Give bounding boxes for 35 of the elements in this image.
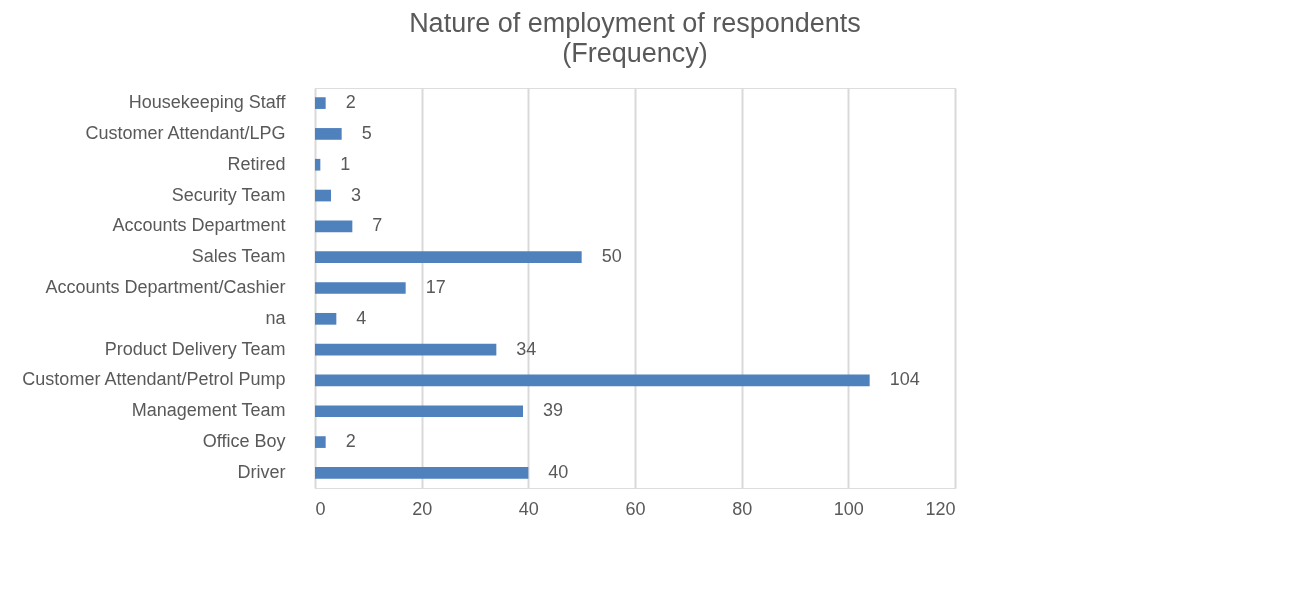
y-tick-label: Accounts Department/Cashier bbox=[45, 277, 286, 297]
y-tick-label: Customer Attendant/Petrol Pump bbox=[22, 369, 286, 390]
x-tick-label: 40 bbox=[518, 498, 539, 519]
y-tick-label: Sales Team bbox=[191, 246, 286, 267]
data-label: 39 bbox=[543, 400, 564, 421]
y-tick-label: Driver bbox=[237, 461, 286, 482]
data-label: 40 bbox=[548, 461, 569, 482]
chart-subtitle: (Frequency) bbox=[562, 38, 708, 68]
x-tick-label: 0 bbox=[315, 498, 326, 519]
y-tick-label: Product Delivery Team bbox=[104, 338, 286, 359]
data-label: 3 bbox=[351, 184, 362, 205]
data-label: 4 bbox=[356, 307, 367, 328]
y-tick-label: Customer Attendant/LPG bbox=[85, 122, 286, 143]
y-tick-label: Accounts Department bbox=[112, 215, 286, 236]
x-tick-label: 120 bbox=[925, 498, 956, 519]
data-label: 1 bbox=[340, 153, 351, 174]
data-label: 2 bbox=[345, 92, 356, 113]
y-tick-label: Retired bbox=[227, 153, 286, 174]
y-tick-label: Management Team bbox=[131, 400, 286, 421]
data-label: 7 bbox=[372, 215, 383, 236]
x-tick-label: 20 bbox=[412, 498, 433, 519]
data-label: 50 bbox=[601, 246, 622, 267]
data-label: 5 bbox=[361, 122, 372, 143]
y-tick-label: Housekeeping Staff bbox=[128, 92, 287, 113]
y-tick-label: Office Boy bbox=[202, 431, 286, 452]
data-label: 2 bbox=[345, 431, 356, 452]
data-label: 17 bbox=[425, 277, 446, 297]
x-tick-label: 60 bbox=[625, 498, 646, 519]
x-tick-label: 100 bbox=[833, 498, 864, 519]
chart-title: Nature of employment of respondents bbox=[409, 8, 861, 38]
data-label: 104 bbox=[889, 369, 920, 390]
x-tick-label: 80 bbox=[732, 498, 753, 519]
data-label: 34 bbox=[516, 338, 537, 359]
y-tick-label: na bbox=[265, 307, 287, 328]
y-tick-label: Security Team bbox=[171, 184, 286, 205]
